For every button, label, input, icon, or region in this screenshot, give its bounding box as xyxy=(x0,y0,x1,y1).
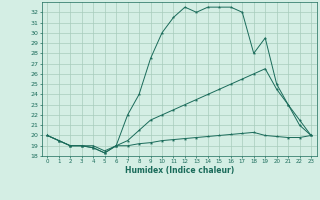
X-axis label: Humidex (Indice chaleur): Humidex (Indice chaleur) xyxy=(124,166,234,175)
